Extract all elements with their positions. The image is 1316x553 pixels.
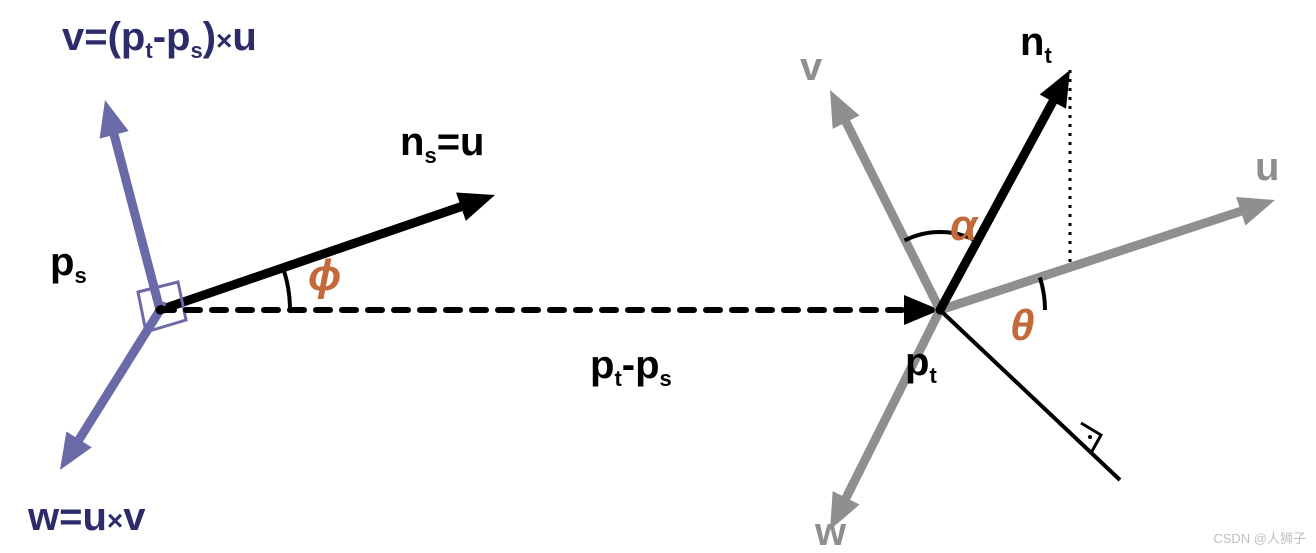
label-theta: θ	[1010, 301, 1035, 350]
label-u-right: u	[1255, 145, 1279, 189]
watermark-text: CSDN @人狮子	[1213, 528, 1306, 547]
vector-v-left	[100, 100, 160, 310]
label-v-equation: v=(pt-ps)×u	[62, 15, 257, 63]
vector-w-left	[60, 310, 160, 470]
label-ps: ps	[50, 240, 87, 288]
vector-diagram: v=(pt-ps)×u w=u×v ns=u ps pt-ps pt nt v w u ϕ θ α	[0, 0, 1316, 553]
vector-pt-minus-ps	[160, 295, 940, 325]
label-w-equation: w=u×v	[27, 495, 146, 539]
arc-phi	[282, 266, 290, 310]
label-pt: pt	[905, 340, 937, 388]
label-alpha: α	[950, 201, 979, 250]
vector-v-right	[830, 90, 940, 310]
label-v-right: v	[800, 45, 823, 89]
label-nt: nt	[1020, 20, 1052, 68]
label-ns-equals-u: ns=u	[400, 120, 484, 168]
arc-theta	[1040, 278, 1045, 310]
label-pt-minus-ps: pt-ps	[590, 343, 672, 391]
label-w-right: w	[814, 510, 847, 553]
label-phi: ϕ	[308, 251, 341, 300]
